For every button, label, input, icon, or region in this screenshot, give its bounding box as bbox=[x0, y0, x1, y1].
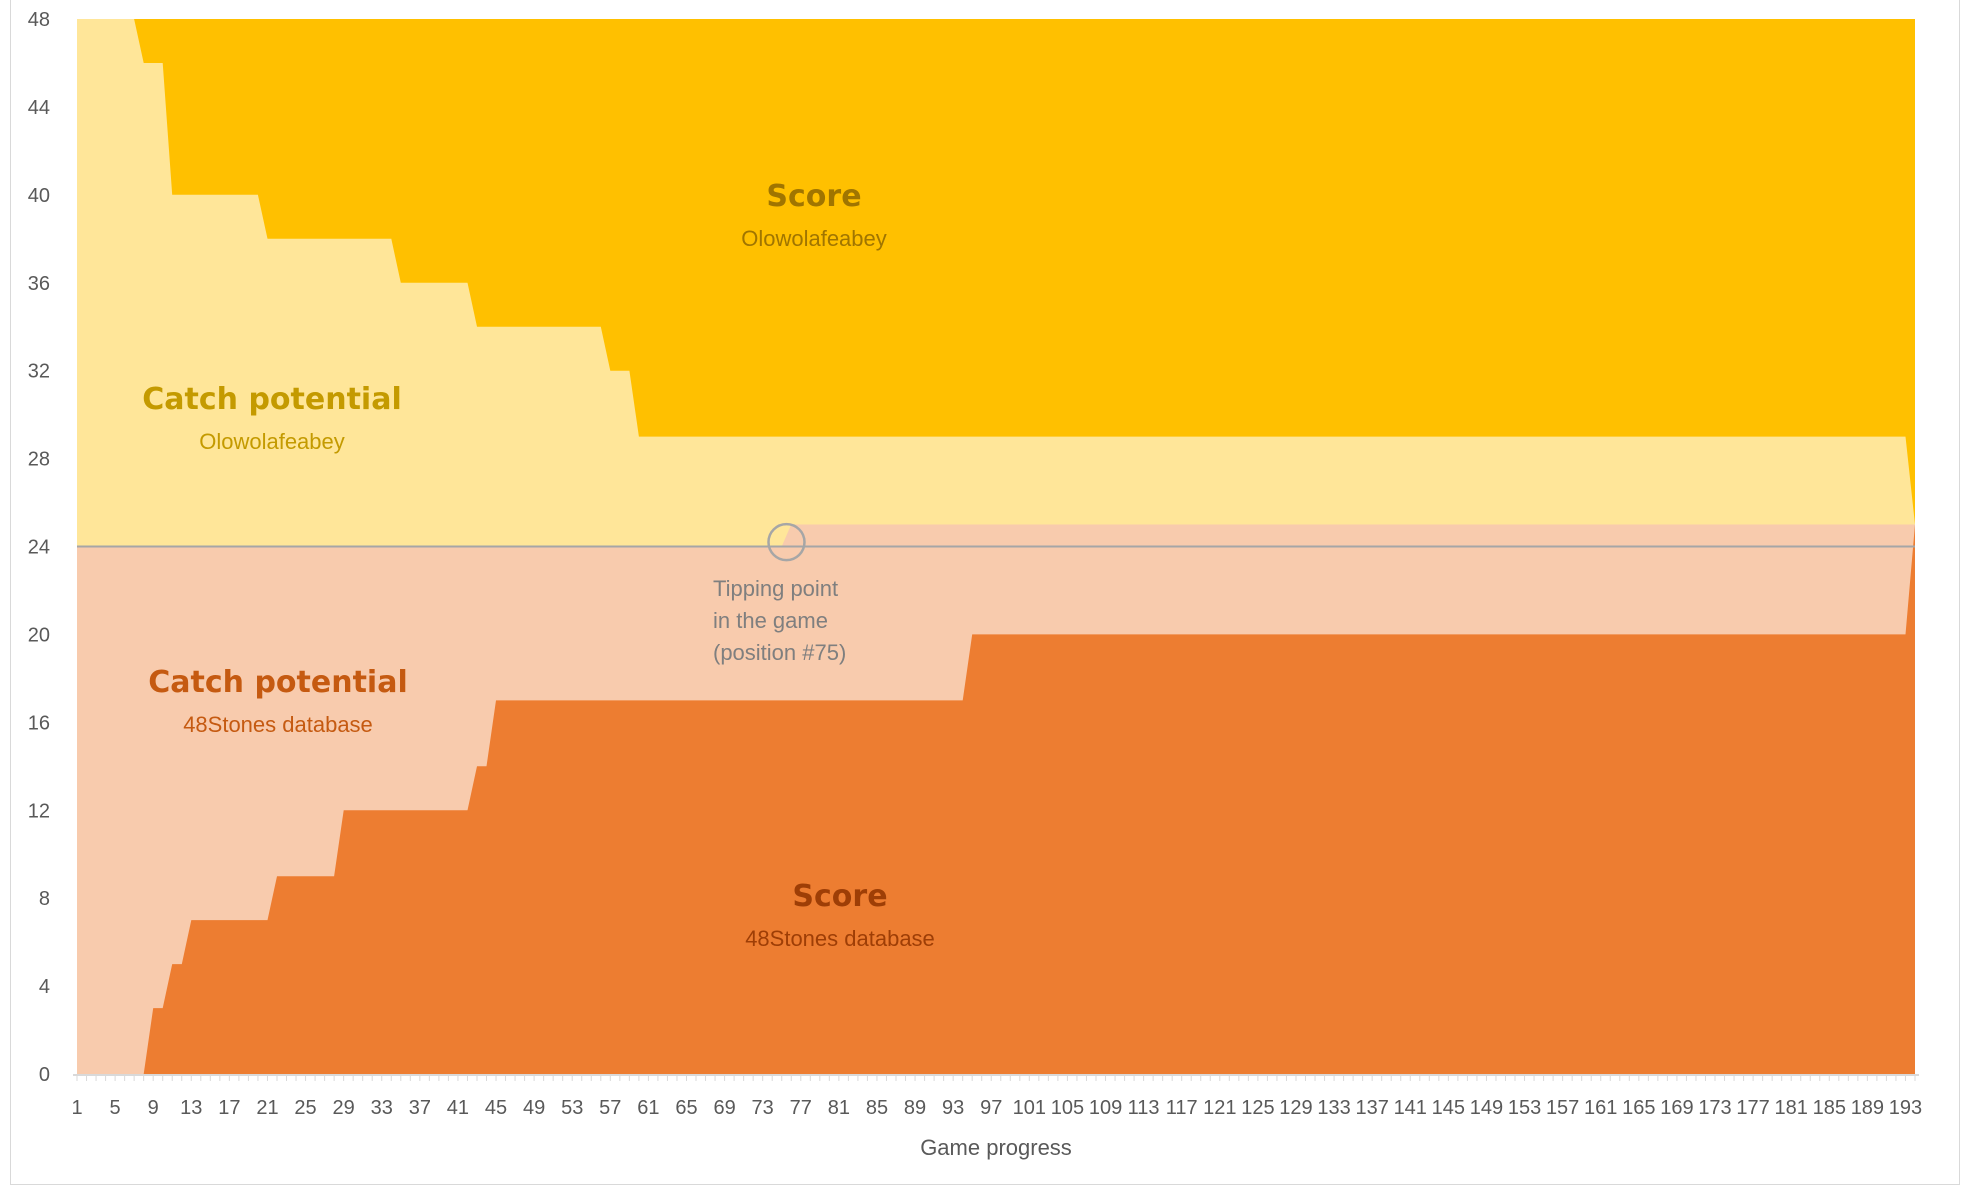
x-tick-label: 49 bbox=[523, 1097, 545, 1119]
x-tick-label: 85 bbox=[866, 1097, 888, 1119]
x-tick-label: 193 bbox=[1889, 1097, 1922, 1119]
y-tick-label: 44 bbox=[28, 97, 50, 119]
area-score-48stones-database bbox=[77, 524, 1915, 1074]
label-catch_bottom-title: Catch potential bbox=[148, 665, 407, 700]
tipping-point-note-line: (position #75) bbox=[713, 640, 846, 665]
x-tick-label: 137 bbox=[1355, 1097, 1388, 1119]
label-score_top-title: Score bbox=[766, 179, 861, 214]
x-tick-label: 13 bbox=[180, 1097, 202, 1119]
x-tick-label: 157 bbox=[1546, 1097, 1579, 1119]
label-score_bottom-subtitle: 48Stones database bbox=[745, 926, 935, 951]
x-tick-label: 149 bbox=[1470, 1097, 1503, 1119]
x-tick-label: 189 bbox=[1851, 1097, 1884, 1119]
label-catch_top-subtitle: Olowolafeabey bbox=[199, 429, 345, 454]
x-tick-label: 169 bbox=[1660, 1097, 1693, 1119]
x-tick-label: 69 bbox=[713, 1097, 735, 1119]
x-tick-label: 9 bbox=[148, 1097, 159, 1119]
x-tick-label: 145 bbox=[1432, 1097, 1465, 1119]
y-tick-label: 48 bbox=[28, 9, 50, 31]
y-tick-label: 32 bbox=[28, 361, 50, 383]
x-tick-label: 177 bbox=[1736, 1097, 1769, 1119]
x-tick-label: 29 bbox=[333, 1097, 355, 1119]
x-tick-label: 61 bbox=[637, 1097, 659, 1119]
x-tick-label: 125 bbox=[1241, 1097, 1274, 1119]
x-tick-label: 105 bbox=[1051, 1097, 1084, 1119]
x-tick-label: 53 bbox=[561, 1097, 583, 1119]
x-tick-label: 21 bbox=[256, 1097, 278, 1119]
x-tick-label: 65 bbox=[675, 1097, 697, 1119]
label-catch_top-title: Catch potential bbox=[142, 382, 401, 417]
x-tick-label: 25 bbox=[294, 1097, 316, 1119]
x-tick-label: 173 bbox=[1698, 1097, 1731, 1119]
x-tick-label: 153 bbox=[1508, 1097, 1541, 1119]
x-tick-label: 165 bbox=[1622, 1097, 1655, 1119]
x-tick-label: 109 bbox=[1089, 1097, 1122, 1119]
y-tick-label: 40 bbox=[28, 185, 50, 207]
tipping-point-note-line: Tipping point bbox=[713, 576, 838, 601]
x-tick-label: 57 bbox=[599, 1097, 621, 1119]
x-tick-label: 181 bbox=[1775, 1097, 1808, 1119]
label-score_bottom-title: Score bbox=[792, 879, 887, 914]
y-tick-label: 8 bbox=[39, 888, 50, 910]
x-tick-label: 81 bbox=[828, 1097, 850, 1119]
y-tick-label: 24 bbox=[28, 537, 50, 559]
y-tick-label: 16 bbox=[28, 712, 50, 734]
x-tick-label: 185 bbox=[1813, 1097, 1846, 1119]
x-tick-label: 5 bbox=[110, 1097, 121, 1119]
label-score_top-subtitle: Olowolafeabey bbox=[741, 226, 887, 251]
y-tick-label: 20 bbox=[28, 624, 50, 646]
x-tick-label: 133 bbox=[1317, 1097, 1350, 1119]
x-tick-label: 37 bbox=[409, 1097, 431, 1119]
x-tick-label: 97 bbox=[980, 1097, 1002, 1119]
x-tick-label: 129 bbox=[1279, 1097, 1312, 1119]
x-tick-label: 73 bbox=[752, 1097, 774, 1119]
x-tick-label: 113 bbox=[1128, 1097, 1160, 1119]
y-tick-label: 28 bbox=[28, 449, 50, 471]
x-tick-label: 141 bbox=[1394, 1097, 1427, 1119]
x-tick-label: 33 bbox=[371, 1097, 393, 1119]
x-tick-label: 17 bbox=[218, 1097, 240, 1119]
x-tick-label: 161 bbox=[1584, 1097, 1617, 1119]
tipping-point-note-line: in the game bbox=[713, 608, 828, 633]
x-tick-label: 101 bbox=[1013, 1097, 1046, 1119]
x-tick-label: 93 bbox=[942, 1097, 964, 1119]
y-tick-label: 36 bbox=[28, 273, 50, 295]
x-tick-label: 121 bbox=[1203, 1097, 1236, 1119]
y-tick-label: 4 bbox=[39, 976, 50, 998]
x-tick-label: 45 bbox=[485, 1097, 507, 1119]
tipping-point-marker bbox=[767, 522, 806, 562]
x-tick-label: 1 bbox=[71, 1097, 82, 1119]
x-tick-label: 117 bbox=[1166, 1097, 1198, 1119]
chart-frame bbox=[10, 0, 1960, 1185]
x-axis-title: Game progress bbox=[920, 1135, 1072, 1160]
x-tick-label: 41 bbox=[447, 1097, 469, 1119]
x-tick-label: 89 bbox=[904, 1097, 926, 1119]
label-catch_bottom-subtitle: 48Stones database bbox=[183, 712, 373, 737]
y-tick-label: 12 bbox=[28, 800, 50, 822]
x-tick-label: 77 bbox=[790, 1097, 812, 1119]
y-tick-label: 0 bbox=[39, 1064, 50, 1086]
